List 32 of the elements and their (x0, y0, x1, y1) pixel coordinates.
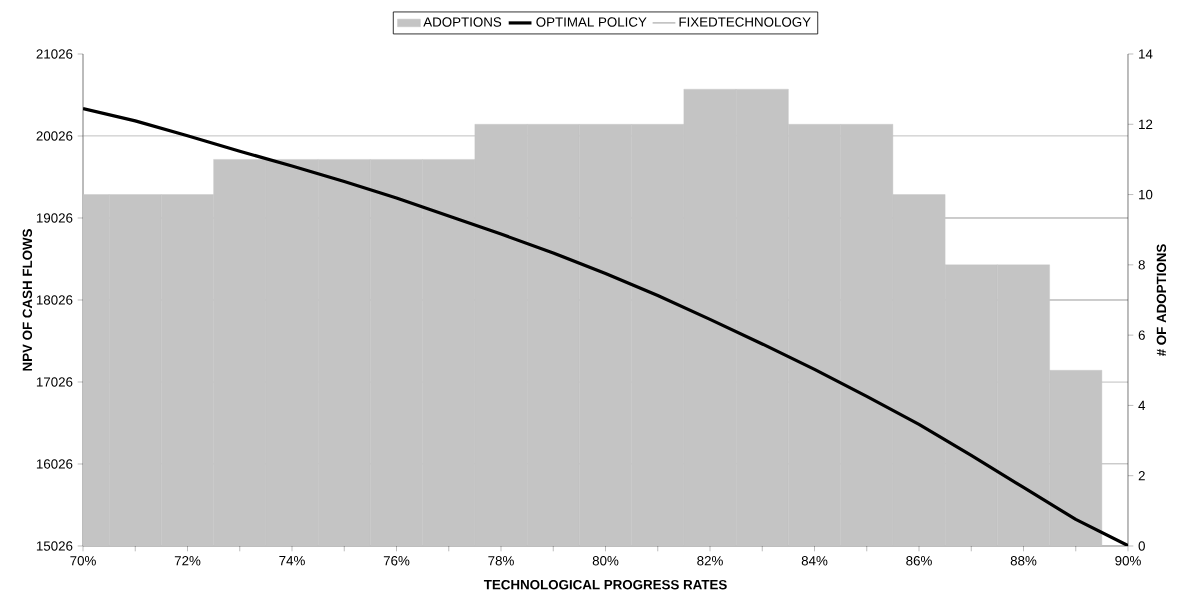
y2-tick-label: 4 (1138, 400, 1146, 410)
y-tick-label: 16026 (36, 459, 73, 469)
y-tick-label: 20026 (36, 131, 73, 141)
y-tick-label: 18026 (36, 295, 73, 305)
y-tick-label: 15026 (36, 541, 73, 551)
x-tick-label: 74% (279, 556, 305, 566)
y2-axis-title: # OF ADOPTIONS (1156, 244, 1167, 357)
y2-tick-label: 10 (1139, 189, 1153, 200)
y-tick-label: 19026 (36, 213, 73, 223)
x-tick-label: 82% (697, 556, 723, 566)
x-tick-label: 72% (174, 556, 201, 566)
y-axis-title: NPV OF CASH FLOWS (22, 229, 33, 371)
y2-tick-label: 12 (1139, 119, 1153, 129)
x-tick-label: 78% (488, 556, 514, 566)
y2-tick-label: 2 (1138, 471, 1145, 481)
x-tick-label: 84% (801, 556, 828, 566)
x-tick-label: 80% (592, 556, 619, 566)
y-tick-label: 21026 (36, 49, 73, 59)
x-tick-label: 86% (906, 556, 932, 566)
y-tick-label: 17026 (36, 377, 73, 387)
legend-label: OPTIMAL POLICY (536, 17, 647, 27)
legend-label: FIXEDTECHNOLOGY (679, 17, 811, 27)
y2-tick-label: 0 (1138, 541, 1145, 551)
x-axis-title: TECHNOLOGICAL PROGRESS RATES (483, 579, 727, 590)
y2-tick-label: 6 (1138, 330, 1145, 340)
x-tick-label: 88% (1010, 556, 1037, 566)
x-tick-label: 90% (1115, 556, 1141, 566)
x-tick-label: 70% (70, 556, 96, 566)
y2-tick-label: 8 (1138, 260, 1145, 270)
legend-label: ADOPTIONS (423, 17, 502, 27)
y2-tick-label: 14 (1139, 49, 1153, 59)
x-tick-label: 76% (383, 556, 410, 566)
